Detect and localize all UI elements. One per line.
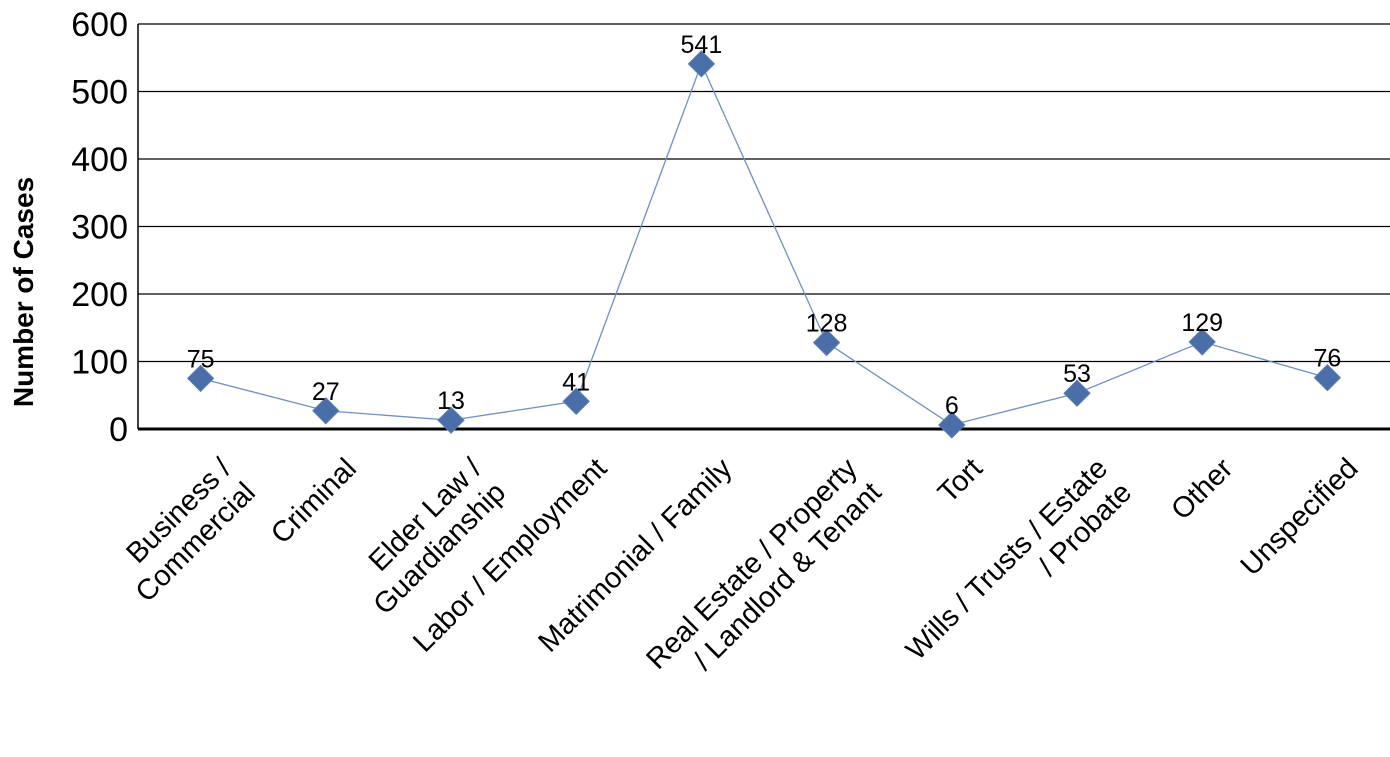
data-point-marker <box>1188 328 1216 356</box>
data-point-marker <box>437 406 465 434</box>
x-category-label-line: Wills / Trusts / Estate <box>900 452 1114 666</box>
data-label: 53 <box>1063 360 1091 388</box>
x-category-label: Unspecified <box>1235 452 1365 582</box>
y-tick-label: 600 <box>71 6 128 44</box>
data-point-marker <box>186 364 215 393</box>
x-category-label: Other <box>1165 452 1239 526</box>
y-tick-label: 400 <box>71 141 128 179</box>
data-label: 75 <box>187 345 215 373</box>
data-point-marker <box>812 328 841 357</box>
x-category-label-line: Real Estate / Property <box>640 452 864 676</box>
x-category-label: Real Estate / Property/ Landlord & Tenan… <box>640 452 888 700</box>
axes <box>137 24 1390 431</box>
y-tick-label: 200 <box>71 276 128 314</box>
data-label: 76 <box>1313 345 1341 373</box>
data-point-marker <box>1063 379 1091 407</box>
y-tick-label: 100 <box>71 344 128 382</box>
gridlines <box>138 23 1390 363</box>
data-point-marker <box>562 387 590 416</box>
x-axis-category-labels: Business /Commercial Criminal Elder Law /G… <box>106 452 1365 700</box>
y-tick-label: 300 <box>71 209 128 247</box>
y-axis-title: Number of Cases <box>8 177 39 407</box>
y-axis-tick-labels: 0 100 200 300 400 500 600 <box>71 6 128 449</box>
data-point-marker <box>1313 363 1342 392</box>
data-point-marker <box>938 411 966 439</box>
x-category-label: Criminal <box>265 452 363 550</box>
x-category-label-line: Criminal <box>265 452 363 550</box>
x-category-label-line: Other <box>1165 452 1239 526</box>
data-point-marker <box>687 50 716 78</box>
y-tick-label: 500 <box>71 74 128 112</box>
series-markers <box>186 50 1342 439</box>
data-label: 541 <box>681 31 723 59</box>
x-category-label-line: Tort <box>932 452 989 509</box>
data-label: 13 <box>437 387 465 415</box>
data-label: 129 <box>1181 309 1223 337</box>
data-point-marker <box>312 397 340 425</box>
y-tick-label: 0 <box>109 411 128 449</box>
x-category-label-line: Unspecified <box>1235 452 1365 582</box>
x-category-label: Business /Commercial <box>106 452 263 609</box>
data-label: 27 <box>312 378 340 406</box>
data-label: 41 <box>562 368 590 396</box>
series-line <box>200 62 1328 426</box>
data-labels: 75 27 13 41 541 128 6 53 129 76 <box>187 31 1342 420</box>
data-label: 6 <box>945 392 959 420</box>
series-polyline <box>200 62 1328 426</box>
x-category-label: Tort <box>932 452 989 509</box>
data-label: 128 <box>806 310 848 338</box>
